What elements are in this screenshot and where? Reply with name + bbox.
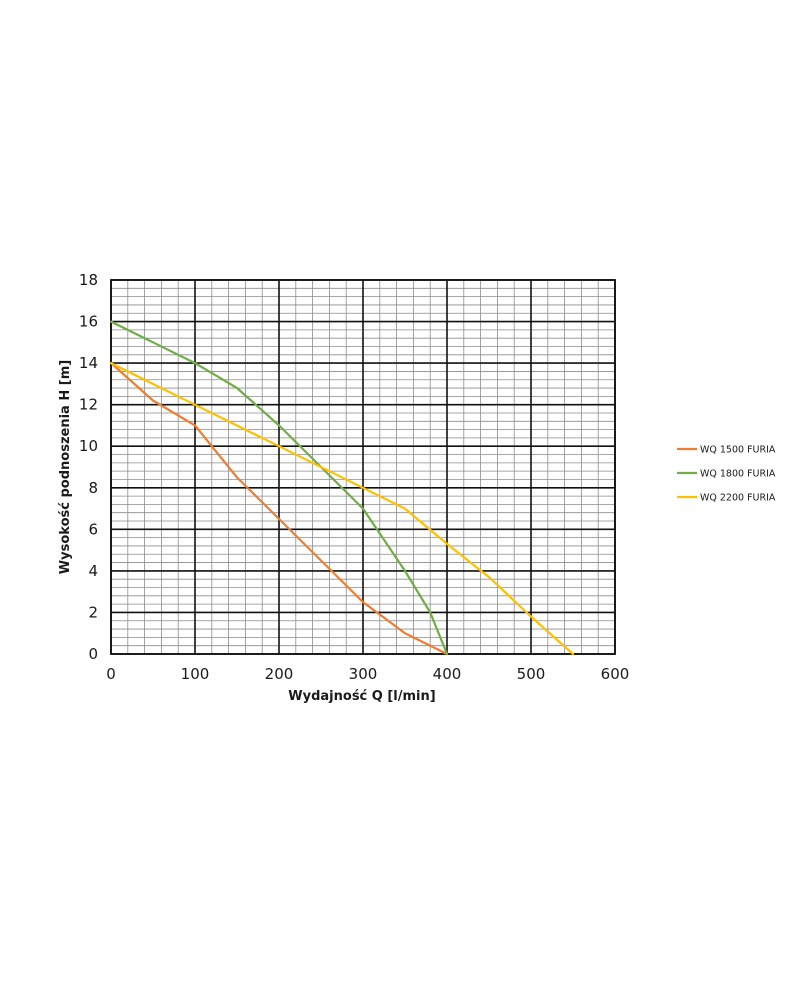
y-tick-label: 2 — [88, 603, 98, 621]
x-tick-label: 100 — [181, 665, 210, 683]
x-axis-tick-labels: 0 100 200 300 400 500 600 — [106, 665, 629, 683]
x-axis-title: Wydajność Q [l/min] — [288, 689, 435, 704]
legend-label: WQ 1500 FURIA — [700, 445, 776, 456]
series-lines — [109, 320, 575, 656]
x-tick-label: 200 — [265, 665, 294, 683]
y-tick-label: 0 — [88, 645, 98, 663]
x-tick-label: 300 — [349, 665, 378, 683]
y-tick-label: 18 — [79, 271, 98, 289]
y-axis-tick-labels: 0 2 4 6 8 10 12 14 16 18 — [79, 271, 98, 663]
y-tick-label: 8 — [88, 479, 98, 497]
major-gridlines — [110, 279, 616, 655]
y-tick-label: 16 — [79, 313, 98, 331]
x-tick-label: 400 — [433, 665, 462, 683]
y-tick-label: 12 — [79, 396, 98, 414]
y-axis-title: Wysokość podnoszenia H [m] — [58, 360, 73, 574]
legend-label: WQ 2200 FURIA — [700, 493, 776, 504]
y-tick-label: 14 — [79, 354, 98, 372]
y-tick-label: 4 — [88, 562, 98, 580]
plot-area-border — [110, 279, 616, 655]
series-line — [109, 362, 575, 656]
plot-frame — [110, 279, 616, 655]
x-tick-label: 600 — [601, 665, 630, 683]
y-tick-label: 6 — [88, 520, 98, 538]
series-line — [109, 320, 449, 656]
legend-label: WQ 1800 FURIA — [700, 469, 776, 480]
x-tick-label: 500 — [517, 665, 546, 683]
y-tick-label: 10 — [79, 437, 98, 455]
x-tick-label: 0 — [106, 665, 116, 683]
series-line — [109, 362, 449, 656]
legend: WQ 1500 FURIA WQ 1800 FURIA WQ 2200 FURIA — [677, 445, 776, 504]
